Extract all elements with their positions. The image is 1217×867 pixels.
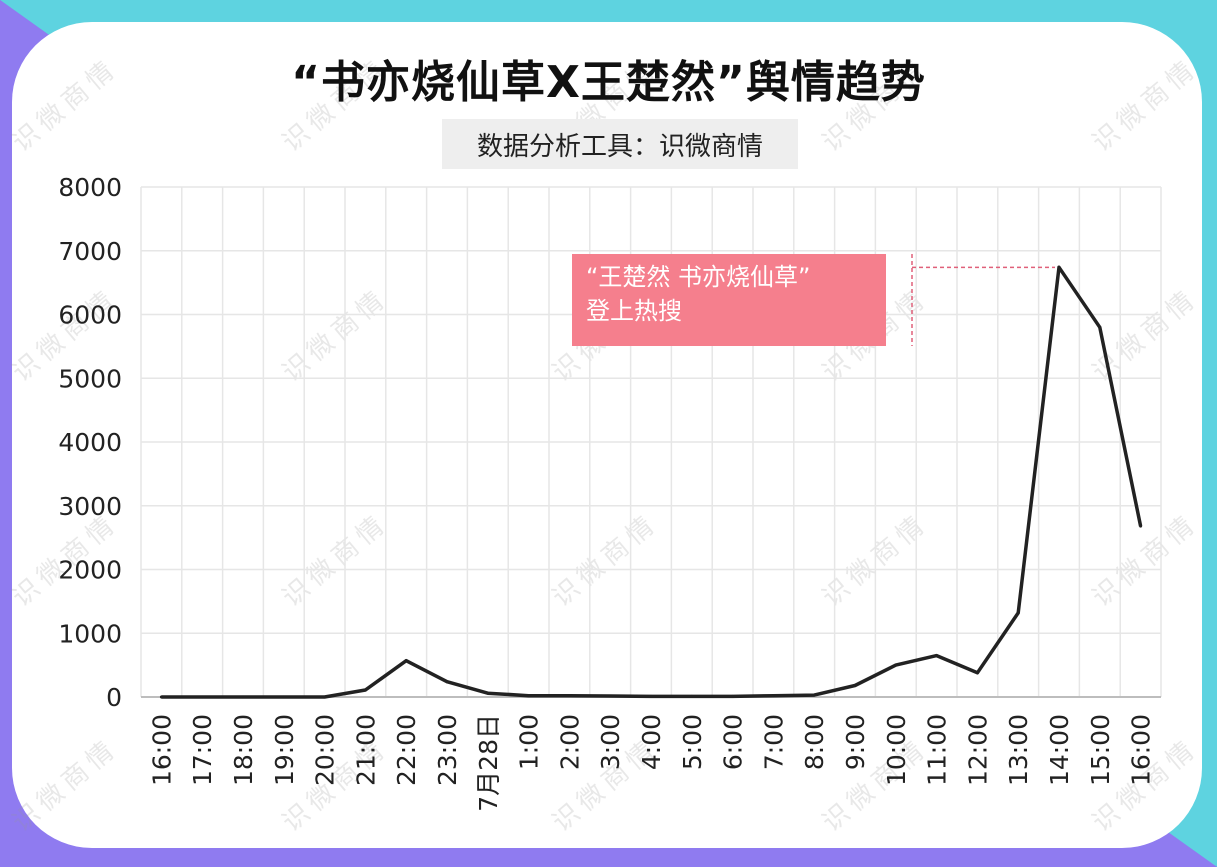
data-point xyxy=(486,691,490,695)
y-tick-label: 7000 xyxy=(58,237,122,266)
data-point xyxy=(363,688,367,692)
x-tick-label: 3:00 xyxy=(596,714,625,770)
x-tick-label: 6:00 xyxy=(719,714,748,770)
x-tick-label: 19:00 xyxy=(270,714,299,786)
data-point xyxy=(159,695,163,699)
x-tick-label: 21:00 xyxy=(351,714,380,786)
x-tick-label: 8:00 xyxy=(800,714,829,770)
x-tick-label: 17:00 xyxy=(188,714,217,786)
data-point xyxy=(731,694,735,698)
y-tick-label: 3000 xyxy=(58,492,122,521)
x-tick-label: 9:00 xyxy=(841,714,870,770)
data-point xyxy=(771,694,775,698)
x-tick-label: 14:00 xyxy=(1045,714,1074,786)
data-point xyxy=(812,693,816,697)
x-tick-label: 15:00 xyxy=(1086,714,1115,786)
data-point xyxy=(649,694,653,698)
data-point xyxy=(445,680,449,684)
x-tick-label: 1:00 xyxy=(515,714,544,770)
x-tick-label: 12:00 xyxy=(963,714,992,786)
data-point xyxy=(567,694,571,698)
y-tick-label: 5000 xyxy=(58,364,122,393)
annotation-connector xyxy=(911,254,1055,346)
data-point xyxy=(1057,265,1061,269)
x-tick-label: 16:00 xyxy=(147,714,176,786)
data-point xyxy=(1139,524,1143,528)
annotation-line-2: 登上热搜 xyxy=(586,297,682,325)
x-tick-label: 23:00 xyxy=(433,714,462,786)
x-tick-label: 7月28日 xyxy=(474,714,503,812)
series-layer xyxy=(159,265,1143,699)
x-tick-label: 16:00 xyxy=(1127,714,1156,786)
data-point xyxy=(690,694,694,698)
x-tick-label: 13:00 xyxy=(1004,714,1033,786)
y-axis-ticks: 0 1000 2000 3000 4000 5000 6000 7000 8000 xyxy=(58,173,122,712)
data-point xyxy=(1098,325,1102,329)
data-point xyxy=(608,694,612,698)
x-tick-label: 22:00 xyxy=(392,714,421,786)
y-tick-label: 1000 xyxy=(58,619,122,648)
y-tick-label: 2000 xyxy=(58,556,122,585)
data-point xyxy=(241,695,245,699)
data-point xyxy=(527,694,531,698)
subtitle-box: 数据分析工具：识微商情 xyxy=(442,119,798,169)
y-tick-label: 8000 xyxy=(58,173,122,202)
x-axis-ticks: 16:00 17:00 18:00 19:00 20:00 21:00 22:00 23:00… xyxy=(147,714,1155,812)
chart-title: “书亦烧仙草X王楚然”舆情趋势 xyxy=(291,57,926,108)
data-point xyxy=(1016,611,1020,615)
x-tick-label: 20:00 xyxy=(311,714,340,786)
data-point xyxy=(200,695,204,699)
data-point xyxy=(853,684,857,688)
data-point xyxy=(975,671,979,675)
chart-subtitle: 数据分析工具：识微商情 xyxy=(476,131,763,162)
y-tick-label: 6000 xyxy=(58,301,122,330)
annotation-line-1: “王楚然 书亦烧仙草” xyxy=(586,263,811,291)
data-point xyxy=(935,654,939,658)
x-tick-label: 4:00 xyxy=(637,714,666,770)
data-point xyxy=(404,659,408,663)
x-tick-label: 10:00 xyxy=(882,714,911,786)
y-tick-label: 4000 xyxy=(58,428,122,457)
x-tick-label: 11:00 xyxy=(923,714,952,786)
data-point xyxy=(282,695,286,699)
x-tick-label: 7:00 xyxy=(759,714,788,770)
data-point xyxy=(894,663,898,667)
data-point xyxy=(323,695,327,699)
annotation-box: “王楚然 书亦烧仙草” 登上热搜 xyxy=(572,254,886,346)
x-tick-label: 5:00 xyxy=(678,714,707,770)
x-tick-label: 2:00 xyxy=(555,714,584,770)
x-tick-label: 18:00 xyxy=(229,714,258,786)
y-tick-label: 0 xyxy=(106,683,122,712)
